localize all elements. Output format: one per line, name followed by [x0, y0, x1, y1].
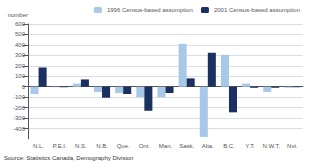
svg-text:600: 600	[15, 21, 26, 27]
svg-text:1996 Census-based assumption: 1996 Census-based assumption	[107, 7, 193, 13]
svg-text:Nvt.: Nvt.	[287, 143, 298, 149]
svg-text:Ont.: Ont.	[139, 143, 151, 149]
svg-text:-400: -400	[13, 126, 26, 132]
svg-text:2001 Census-based assumption: 2001 Census-based assumption	[214, 7, 300, 13]
svg-text:N.W.T.: N.W.T.	[262, 143, 280, 149]
svg-text:N.S.: N.S.	[75, 143, 87, 149]
svg-text:100: 100	[15, 73, 26, 79]
svg-text:Man.: Man.	[159, 143, 173, 149]
svg-text:number: number	[8, 12, 28, 18]
svg-text:B.C.: B.C.	[223, 143, 235, 149]
svg-text:-100: -100	[13, 94, 26, 100]
svg-text:P.E.I.: P.E.I.	[53, 143, 67, 149]
svg-text:Sask.: Sask.	[179, 143, 194, 149]
svg-text:300: 300	[15, 52, 26, 58]
svg-text:-200: -200	[13, 105, 26, 111]
svg-text:500: 500	[15, 31, 26, 37]
svg-text:N.B.: N.B.	[96, 143, 108, 149]
svg-text:-300: -300	[13, 115, 26, 121]
svg-text:Que.: Que.	[117, 143, 130, 149]
svg-text:Y.T.: Y.T.	[245, 143, 255, 149]
svg-text:N.L.: N.L.	[33, 143, 44, 149]
svg-text:400: 400	[15, 42, 26, 48]
svg-text:0: 0	[22, 84, 26, 90]
svg-text:200: 200	[15, 63, 26, 69]
svg-text:Alta.: Alta.	[202, 143, 214, 149]
svg-text:Source: Statistics Canada, Dem: Source: Statistics Canada, Demography Di…	[4, 155, 133, 161]
